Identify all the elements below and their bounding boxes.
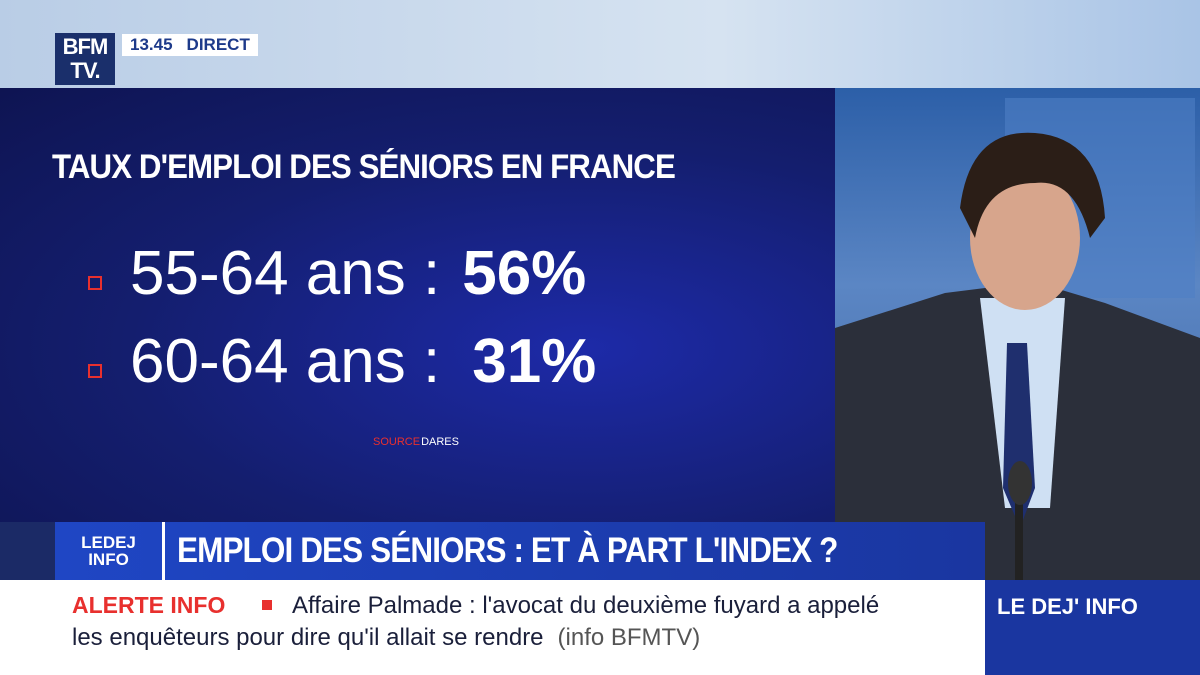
source-label: SOURCE <box>373 436 421 448</box>
alert-dot <box>262 600 272 610</box>
live-label: DIRECT <box>186 35 250 54</box>
time: 13.45 <box>130 35 173 54</box>
show-badge: LE DEJ' INFO <box>985 580 1200 675</box>
graphic-panel <box>0 88 835 522</box>
show-logo-bottom: INFO <box>88 550 129 569</box>
show-logo-top: LEDEJ <box>81 533 136 552</box>
ticker-tag: (info BFMTV) <box>557 624 701 651</box>
stat-value: 56% <box>462 239 587 308</box>
show-logo: LEDEJ INFO <box>55 522 165 580</box>
headline: EMPLOI DES SÉNIORS : ET À PART L'INDEX ? <box>177 531 838 570</box>
stat-label: 55-64 ans : <box>130 239 441 308</box>
alert-label: ALERTE INFO <box>72 592 226 618</box>
stat-row: 55-64 ans : 56% <box>88 238 586 309</box>
ticker-line: Affaire Palmade : l'avocat du deuxième f… <box>292 592 880 619</box>
headline-banner: LEDEJ INFO EMPLOI DES SÉNIORS : ET À PART… <box>55 522 985 580</box>
ticker-line: les enquêteurs pour dire qu'il allait se… <box>72 624 700 652</box>
channel-logo: BFM TV. <box>55 33 115 85</box>
ticker-text: les enquêteurs pour dire qu'il allait se… <box>72 624 544 651</box>
source: SOURCEDARES <box>373 436 459 448</box>
news-ticker: ALERTE INFO Affaire Palmade : l'avocat d… <box>0 580 985 675</box>
clock: 13.45 DIRECT <box>122 34 258 56</box>
stat-label: 60-64 ans : <box>130 327 441 396</box>
studio-view <box>835 88 1200 580</box>
stat-row: 60-64 ans : 31% <box>88 326 596 397</box>
source-name: DARES <box>421 436 459 448</box>
graphic-title: TAUX D'EMPLOI DES SÉNIORS EN FRANCE <box>52 148 676 186</box>
stat-value: 31% <box>472 327 597 396</box>
